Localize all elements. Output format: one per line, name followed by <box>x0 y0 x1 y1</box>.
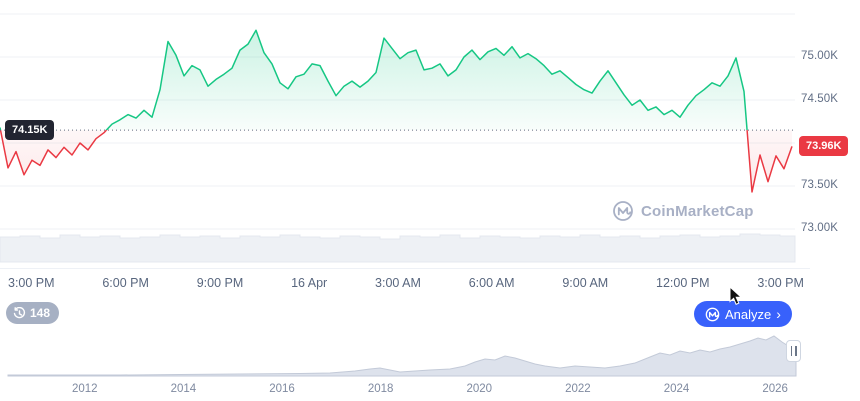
time-tick: 6:00 PM <box>102 275 149 290</box>
time-tick: 16 Apr <box>291 275 328 290</box>
coinmarketcap-watermark: CoinMarketCap <box>612 200 754 222</box>
year-tick: 2018 <box>367 383 394 395</box>
coinmarketcap-logo-icon <box>613 201 633 221</box>
year-tick: 2022 <box>565 383 591 395</box>
y-axis-tick: 74.50K <box>801 93 839 105</box>
price-chart-svg[interactable] <box>0 0 860 268</box>
analyze-label: Analyze <box>725 306 772 322</box>
price-line-above-baseline <box>0 29 748 131</box>
time-tick: 3:00 PM <box>757 275 804 290</box>
chevron-right-icon: › <box>776 305 781 322</box>
watermark-text: CoinMarketCap <box>641 202 754 220</box>
history-count: 148 <box>30 306 51 320</box>
y-axis-tick: 73.50K <box>801 179 839 191</box>
time-tick: 12:00 PM <box>656 275 710 290</box>
year-tick: 2024 <box>663 383 690 395</box>
timeline-navigator[interactable] <box>0 330 860 378</box>
baseline-price-badge: 74.15K <box>5 120 55 140</box>
year-tick: 2026 <box>762 383 788 395</box>
time-tick: 9:00 AM <box>562 275 609 290</box>
year-tick: 2012 <box>72 383 98 395</box>
history-icon <box>13 306 26 318</box>
year-axis: 2012 2014 2016 2018 2020 2022 2024 2026 <box>72 377 788 401</box>
y-axis-tick: 73.00K <box>801 222 839 234</box>
time-tick: 6:00 AM <box>468 275 515 290</box>
year-tick: 2016 <box>269 383 295 395</box>
year-tick: 2014 <box>170 383 197 395</box>
analyze-button[interactable]: Analyze › <box>694 301 792 327</box>
time-tick: 9:00 PM <box>196 275 244 290</box>
y-axis-tick: 75.00K <box>801 50 839 62</box>
volume-area <box>0 233 796 263</box>
time-axis: 3:00 PM 6:00 PM 9:00 PM 16 Apr 3:00 AM 6… <box>0 268 810 296</box>
coinmarketcap-logo-icon <box>705 307 720 321</box>
year-tick: 2020 <box>466 383 493 395</box>
last-price-badge: 73.96K <box>799 136 849 156</box>
time-tick: 3:00 AM <box>375 275 421 290</box>
mouse-cursor-icon <box>729 286 743 305</box>
price-area-above-baseline <box>0 30 792 131</box>
time-tick: 3:00 PM <box>8 275 55 290</box>
history-count-badge[interactable]: 148 <box>6 302 60 324</box>
navigator-resize-handle[interactable] <box>786 340 801 362</box>
navigator-area <box>7 335 797 377</box>
price-area-below-baseline <box>0 130 792 192</box>
